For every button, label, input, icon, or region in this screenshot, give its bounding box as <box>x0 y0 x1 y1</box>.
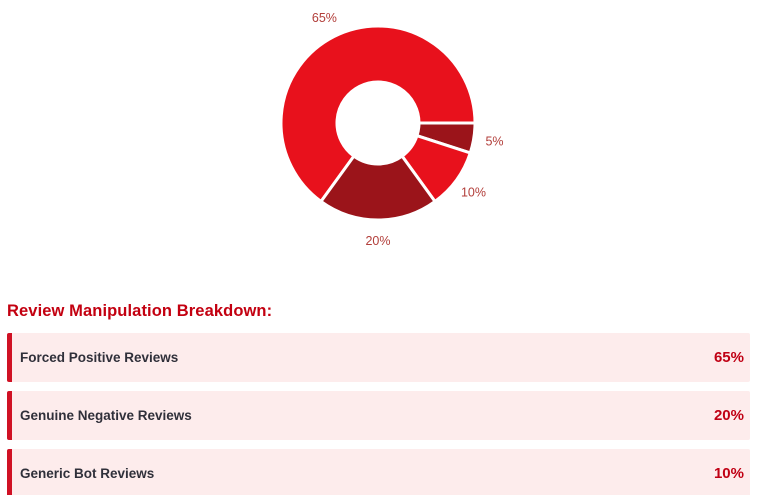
donut-chart: 65% 5% 10% 20% <box>279 11 504 248</box>
pie-slice-label: 5% <box>485 135 503 149</box>
row-value: 65% <box>713 349 744 366</box>
row-value: 10% <box>713 465 744 482</box>
pie-slice-label: 65% <box>312 11 337 25</box>
breakdown-section: Review Manipulation Breakdown: Forced Po… <box>0 302 762 495</box>
pie-slice-label: 10% <box>461 185 486 199</box>
pie-slice-label: 20% <box>365 234 390 248</box>
breakdown-heading: Review Manipulation Breakdown: <box>7 302 273 320</box>
row-label: Genuine Negative Reviews <box>20 408 192 423</box>
pie-slice-65pct[interactable] <box>279 24 477 203</box>
breakdown-row-genuine-negative: Genuine Negative Reviews 20% <box>7 391 750 440</box>
donut-chart-svg: 65% 5% 10% 20% <box>279 11 504 248</box>
pie-slice-20pct[interactable] <box>319 154 437 222</box>
row-value: 20% <box>713 407 744 424</box>
breakdown-row-generic-bot: Generic Bot Reviews 10% <box>7 449 750 495</box>
row-label: Forced Positive Reviews <box>20 350 179 365</box>
breakdown-row-forced-positive: Forced Positive Reviews 65% <box>7 333 750 382</box>
row-label: Generic Bot Reviews <box>20 466 155 481</box>
